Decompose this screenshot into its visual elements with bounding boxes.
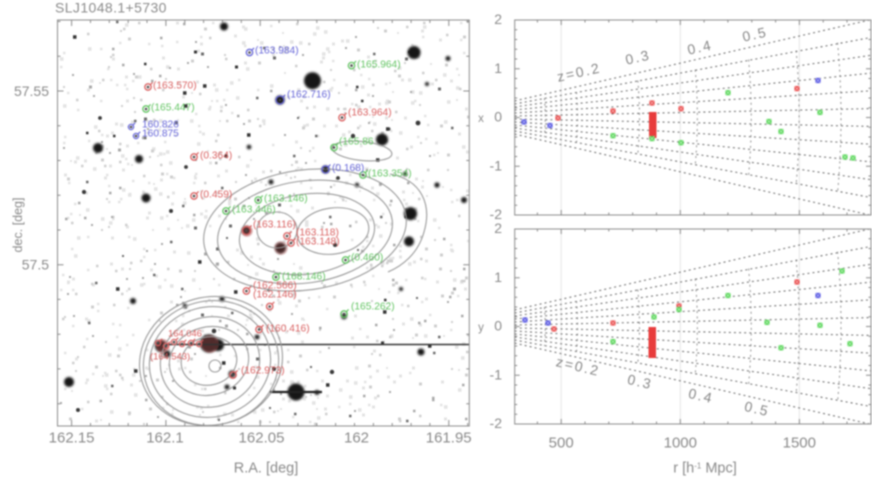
svg-text:500: 500 — [549, 435, 574, 452]
svg-text:164.046: 164.046 — [168, 328, 202, 339]
svg-text:(163.570): (163.570) — [153, 81, 197, 92]
svg-text:0.3: 0.3 — [626, 371, 654, 392]
svg-text:0.4: 0.4 — [687, 385, 715, 406]
svg-text:160.826: 160.826 — [142, 120, 179, 131]
svg-text:(163.964): (163.964) — [348, 108, 392, 119]
svg-text:1: 1 — [494, 269, 502, 285]
svg-text:(163.118): (163.118) — [296, 228, 339, 239]
svg-text:y: y — [478, 322, 484, 334]
svg-text:(0.459): (0.459) — [200, 190, 232, 201]
svg-text:-1: -1 — [490, 157, 503, 173]
svg-text:162.1: 162.1 — [146, 430, 184, 447]
svg-text:0.5: 0.5 — [743, 398, 771, 419]
svg-text:1000: 1000 — [664, 435, 697, 452]
svg-text:(165.86: (165.86 — [339, 137, 374, 148]
svg-text:SLJ1048.1+5730: SLJ1048.1+5730 — [55, 0, 167, 16]
svg-text:0.3: 0.3 — [624, 47, 652, 68]
svg-text:162.15: 162.15 — [49, 430, 95, 447]
svg-text:-2: -2 — [490, 206, 503, 222]
svg-text:162.05: 162.05 — [239, 430, 285, 447]
svg-text:(163.146): (163.146) — [264, 194, 308, 205]
svg-text:(163.148): (163.148) — [296, 237, 340, 248]
svg-text:(162.716): (162.716) — [287, 90, 331, 101]
svg-text:57.5: 57.5 — [22, 257, 49, 273]
svg-text:160.875: 160.875 — [142, 129, 179, 140]
svg-text:(0.168): (0.168) — [332, 163, 364, 174]
svg-text:(165.964): (165.964) — [357, 60, 401, 71]
svg-text:-1: -1 — [490, 366, 503, 382]
svg-text:(164.543): (164.543) — [150, 351, 190, 362]
svg-text:(162.566): (162.566) — [253, 281, 297, 292]
svg-text:(0.364): (0.364) — [200, 151, 232, 162]
svg-text:57.55: 57.55 — [14, 83, 49, 99]
svg-text:1: 1 — [494, 60, 502, 76]
svg-text:(168.146): (168.146) — [282, 272, 326, 283]
svg-text:(165.262): (165.262) — [351, 302, 395, 313]
svg-text:0.4: 0.4 — [686, 37, 714, 58]
svg-text:r [h-1 Mpc]: r [h-1 Mpc] — [673, 461, 737, 477]
svg-text:(163.984): (163.984) — [255, 46, 299, 57]
svg-text:0: 0 — [494, 109, 502, 125]
svg-text:2: 2 — [494, 220, 502, 236]
svg-text:0.5: 0.5 — [741, 24, 769, 45]
svg-text:0: 0 — [494, 318, 502, 334]
svg-text:162: 162 — [344, 430, 369, 447]
svg-text:-2: -2 — [490, 415, 503, 431]
svg-text:161.95: 161.95 — [426, 430, 472, 447]
svg-text:(0.460): (0.460) — [351, 253, 383, 264]
svg-text:(160.416): (160.416) — [266, 324, 310, 335]
svg-text:x: x — [478, 113, 484, 125]
svg-text:(162.973): (162.973) — [241, 366, 285, 377]
svg-text:R.A. [deg]: R.A. [deg] — [234, 461, 298, 477]
svg-text:(162.146): (162.146) — [253, 290, 297, 301]
svg-text:(163.116): (163.116) — [253, 220, 296, 231]
svg-text:2: 2 — [494, 11, 502, 27]
svg-text:1500: 1500 — [783, 435, 816, 452]
svg-text:dec. [deg]: dec. [deg] — [11, 198, 25, 253]
svg-text:(163.446): (163.446) — [232, 205, 276, 216]
svg-text:(165.447): (165.447) — [151, 103, 195, 114]
svg-text:(163.354): (163.354) — [368, 169, 412, 180]
